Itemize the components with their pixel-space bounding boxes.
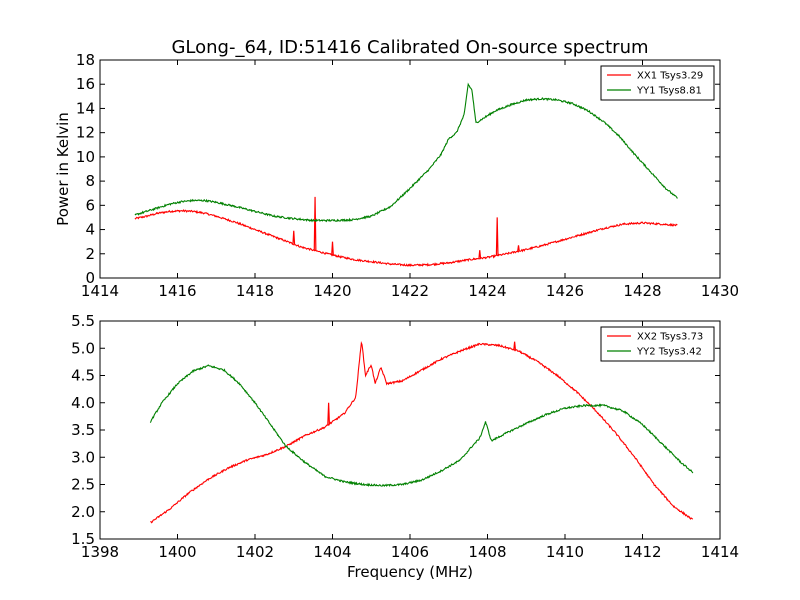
x-tick-label-panel-1-1: 1416: [158, 282, 196, 300]
y-tick-label-panel-1-2: 4: [85, 221, 95, 239]
y-tick-label-panel-1-1: 2: [85, 245, 95, 263]
spike-xx-panel-1-0: [292, 230, 296, 245]
x-tick-label-panel-1-5: 1424: [468, 282, 506, 300]
x-axis-label: Frequency (MHz): [347, 563, 473, 581]
series-line-yy-panel-1: [134, 82, 678, 223]
x-tick-label-panel-1-4: 1422: [391, 282, 429, 300]
y-tick-label-panel-1-9: 18: [76, 51, 95, 69]
legend-entry-panel-1-0: XX1 Tsys3.29: [637, 71, 703, 82]
spike-xx-panel-1-5: [517, 245, 520, 252]
y-tick-label-panel-2-7: 5.0: [71, 339, 95, 357]
x-tick-label-panel-1-0: 1414: [81, 282, 119, 300]
y-tick-label-panel-2-2: 2.5: [71, 476, 95, 494]
x-tick-label-panel-2-1: 1400: [158, 543, 196, 561]
legend-entry-panel-2-1: YY2 Tsys3.42: [636, 347, 702, 358]
x-tick-label-panel-1-2: 1418: [236, 282, 274, 300]
spike-xx-panel-1-1: [313, 196, 317, 251]
x-tick-label-panel-2-8: 1414: [701, 543, 739, 561]
series-line-yy-panel-2: [149, 364, 694, 487]
x-tick-label-panel-1-6: 1426: [546, 282, 584, 300]
x-tick-label-panel-2-0: 1398: [81, 543, 119, 561]
x-tick-label-panel-1-8: 1430: [701, 282, 739, 300]
spike-xx-panel-2-0: [327, 402, 331, 425]
series-line-xx-panel-2: [150, 341, 694, 524]
y-tick-label-panel-2-1: 2.0: [71, 503, 95, 521]
legend-entry-panel-2-0: XX2 Tsys3.73: [637, 332, 703, 343]
y-tick-label-panel-1-0: 0: [85, 269, 95, 287]
spike-xx-panel-2-1: [513, 341, 517, 350]
legend-entry-panel-1-1: YY1 Tsys8.81: [636, 86, 702, 97]
x-tick-label-panel-2-6: 1410: [546, 543, 584, 561]
x-tick-label-panel-1-7: 1428: [623, 282, 661, 300]
y-tick-label-panel-1-8: 16: [76, 75, 95, 93]
y-tick-label-panel-2-8: 5.5: [71, 312, 95, 330]
top-panel: 1414 1416 1418 1420 1422 1424 1426 1428 14300246…: [54, 51, 739, 300]
y-tick-label-panel-2-3: 3.0: [71, 448, 95, 466]
y-axis-label-panel-1: Power in Kelvin: [54, 112, 72, 226]
y-tick-label-panel-1-7: 14: [76, 99, 95, 117]
y-tick-label-panel-2-0: 1.5: [71, 530, 95, 548]
legend-box-panel-1: [600, 65, 715, 101]
y-tick-label-panel-2-6: 4.5: [71, 367, 95, 385]
y-tick-label-panel-1-4: 8: [85, 172, 95, 190]
y-tick-label-panel-1-6: 12: [76, 124, 95, 142]
figure-title: GLong-_64, ID:51416 Calibrated On-source…: [171, 37, 648, 58]
x-tick-label-panel-2-7: 1412: [623, 543, 661, 561]
x-tick-label-panel-2-3: 1404: [313, 543, 351, 561]
legend-panel-1: XX1 Tsys3.29 YY1 Tsys8.81: [600, 65, 715, 101]
y-tick-label-panel-2-5: 4.0: [71, 394, 95, 412]
y-tick-label-panel-2-4: 3.5: [71, 421, 95, 439]
spike-xx-panel-1-2: [331, 241, 334, 256]
bottom-panel: 1398 1400 1402 1404 1406 1408 1410 1412 1414 1.5 2…: [71, 312, 739, 561]
spike-xx-panel-1-4: [495, 217, 499, 256]
y-tick-label-panel-1-3: 6: [85, 196, 95, 214]
spike-xx-panel-1-3: [478, 250, 482, 259]
x-tick-label-panel-2-5: 1408: [468, 543, 506, 561]
x-tick-label-panel-1-3: 1420: [313, 282, 351, 300]
legend-box-panel-2: [600, 326, 715, 362]
y-tick-label-panel-1-5: 10: [76, 148, 95, 166]
legend-panel-2: XX2 Tsys3.73 YY2 Tsys3.42: [600, 326, 715, 362]
series-line-xx-panel-1: [134, 209, 678, 268]
x-tick-label-panel-2-4: 1406: [391, 543, 429, 561]
x-tick-label-panel-2-2: 1402: [236, 543, 274, 561]
